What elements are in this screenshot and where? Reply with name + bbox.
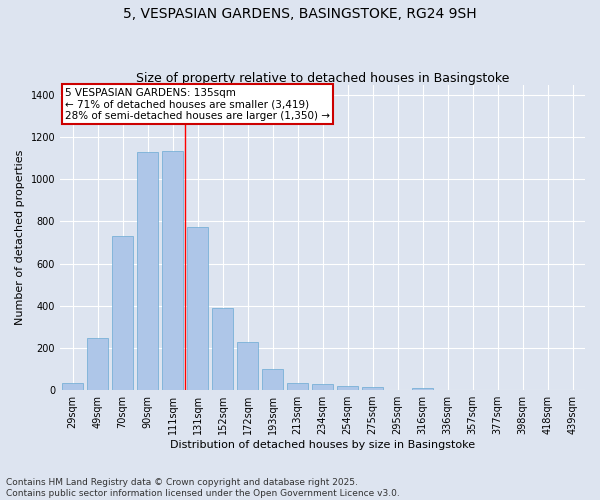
- Text: 5 VESPASIAN GARDENS: 135sqm
← 71% of detached houses are smaller (3,419)
28% of : 5 VESPASIAN GARDENS: 135sqm ← 71% of det…: [65, 88, 330, 121]
- Bar: [237, 342, 258, 390]
- Bar: [287, 382, 308, 390]
- Bar: [87, 338, 108, 390]
- Bar: [112, 236, 133, 390]
- Bar: [212, 308, 233, 390]
- Y-axis label: Number of detached properties: Number of detached properties: [15, 150, 25, 325]
- Bar: [162, 151, 183, 390]
- Bar: [362, 387, 383, 390]
- Bar: [137, 152, 158, 390]
- Bar: [262, 369, 283, 390]
- Text: 5, VESPASIAN GARDENS, BASINGSTOKE, RG24 9SH: 5, VESPASIAN GARDENS, BASINGSTOKE, RG24 …: [123, 8, 477, 22]
- Bar: [312, 384, 333, 390]
- Title: Size of property relative to detached houses in Basingstoke: Size of property relative to detached ho…: [136, 72, 509, 85]
- Bar: [337, 386, 358, 390]
- Bar: [412, 388, 433, 390]
- Text: Contains HM Land Registry data © Crown copyright and database right 2025.
Contai: Contains HM Land Registry data © Crown c…: [6, 478, 400, 498]
- Bar: [187, 227, 208, 390]
- Bar: [62, 382, 83, 390]
- X-axis label: Distribution of detached houses by size in Basingstoke: Distribution of detached houses by size …: [170, 440, 475, 450]
